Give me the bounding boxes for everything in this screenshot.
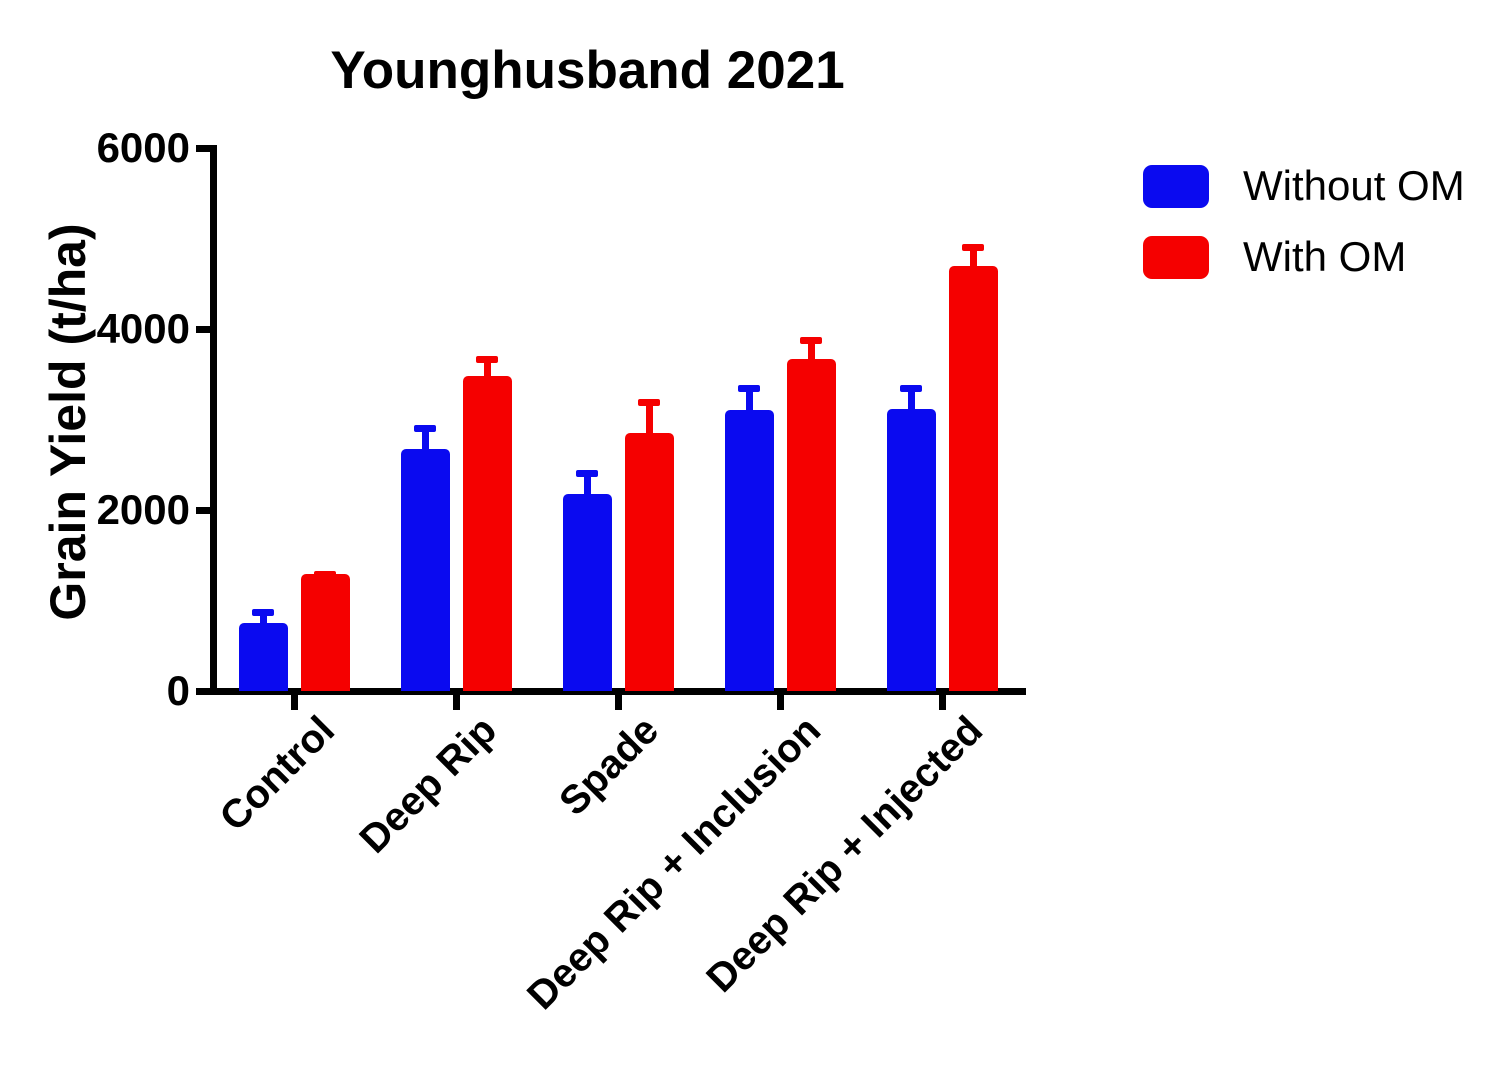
y-axis-line	[210, 145, 217, 695]
error-bar-cap	[252, 608, 274, 616]
error-bar-stem	[421, 428, 429, 452]
legend-swatch-with-om	[1143, 235, 1209, 279]
error-bar-stem	[483, 360, 491, 379]
y-tick-label: 4000	[96, 305, 190, 352]
error-bar-stem	[807, 341, 815, 361]
x-tick-mark	[776, 694, 784, 710]
bar-without-om-deep-rip-inclusion	[724, 409, 774, 691]
error-bar-cap	[476, 356, 498, 364]
x-tick-mark	[614, 694, 622, 710]
error-bar-stem	[745, 389, 753, 412]
y-tick-mark	[196, 687, 210, 695]
legend-swatch-without-om	[1143, 164, 1209, 208]
x-tick-mark	[452, 694, 460, 710]
bar-with-om-deep-rip-injected	[948, 265, 998, 691]
error-bar-cap	[314, 570, 336, 578]
bar-with-om-deep-rip-inclusion	[786, 358, 836, 691]
bar-with-om-deep-rip	[462, 376, 512, 691]
error-bar-stem	[907, 389, 915, 411]
y-tick-mark	[196, 144, 210, 152]
bar-without-om-control	[238, 623, 288, 691]
error-bar-cap	[738, 385, 760, 393]
legend: Without OM With OM	[1143, 162, 1465, 304]
y-tick-label: 6000	[96, 124, 190, 171]
error-bar-stem	[259, 612, 267, 626]
x-tick-mark	[938, 694, 946, 710]
y-tick-label: 0	[166, 667, 190, 714]
error-bar-stem	[583, 474, 591, 496]
bar-without-om-deep-rip-injected	[886, 408, 936, 691]
error-bar-stem	[645, 402, 653, 436]
error-bar-cap	[638, 398, 660, 406]
error-bar-cap	[800, 337, 822, 345]
chart-title: Younghusband 2021	[330, 41, 845, 100]
error-bar-cap	[962, 243, 984, 251]
y-tick-mark	[196, 506, 210, 514]
bar-with-om-control	[300, 574, 350, 691]
y-axis-title: Grain Yield (t/ha)	[40, 223, 96, 621]
bar-without-om-deep-rip	[400, 449, 450, 691]
bar-with-om-spade	[624, 433, 674, 691]
error-bar-cap	[900, 385, 922, 393]
error-bar-stem	[969, 247, 977, 268]
legend-label-with-om: With OM	[1243, 233, 1407, 280]
y-tick-label: 2000	[96, 486, 190, 533]
bar-without-om-spade	[562, 493, 612, 691]
error-bar-cap	[576, 470, 598, 478]
x-tick-mark	[290, 694, 298, 710]
legend-item-with-om: With OM	[1143, 233, 1465, 281]
legend-label-without-om: Without OM	[1243, 162, 1465, 209]
error-bar-cap	[414, 424, 436, 432]
legend-item-without-om: Without OM	[1143, 162, 1465, 210]
y-tick-mark	[196, 325, 210, 333]
x-axis-line	[205, 687, 1026, 695]
